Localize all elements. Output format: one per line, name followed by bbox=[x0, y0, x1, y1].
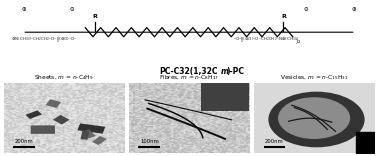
Text: Vesicles, $m$ = $n$-C$_{15}$H$_{31}$: Vesicles, $m$ = $n$-C$_{15}$H$_{31}$ bbox=[280, 73, 349, 82]
Polygon shape bbox=[31, 125, 55, 134]
Text: R: R bbox=[281, 14, 286, 19]
Polygon shape bbox=[82, 129, 96, 139]
Polygon shape bbox=[92, 136, 107, 145]
Polygon shape bbox=[46, 99, 61, 108]
Text: $\ominus$: $\ominus$ bbox=[303, 5, 309, 13]
Text: $\oplus$: $\oplus$ bbox=[351, 5, 357, 13]
Text: $)_2$: $)_2$ bbox=[294, 37, 301, 46]
Text: m: m bbox=[220, 67, 228, 76]
Circle shape bbox=[268, 92, 365, 147]
Polygon shape bbox=[53, 115, 70, 124]
Polygon shape bbox=[77, 123, 105, 134]
Polygon shape bbox=[25, 110, 42, 119]
Text: R: R bbox=[92, 14, 97, 19]
Polygon shape bbox=[201, 83, 249, 111]
Text: Sheets, $m$ = $n$-C$_4$H$_9$: Sheets, $m$ = $n$-C$_4$H$_9$ bbox=[34, 73, 94, 82]
Text: )-PC: )-PC bbox=[226, 67, 244, 76]
Text: 100nm: 100nm bbox=[140, 139, 159, 144]
Polygon shape bbox=[81, 130, 90, 140]
Circle shape bbox=[278, 97, 350, 139]
Text: $\ominus$: $\ominus$ bbox=[69, 5, 75, 13]
Text: $\ominus$N(CH$_3$)$_3$–CH$_2$CH$_2$–O–$\underset{O}{P}$($\ominus$O)–O–: $\ominus$N(CH$_3$)$_3$–CH$_2$CH$_2$–O–$\… bbox=[11, 35, 78, 45]
Text: PC-C32(1,32C: PC-C32(1,32C bbox=[160, 67, 218, 76]
Text: –O–$\underset{O}{P}$($\ominus$O)–O–CH$_2$CH$_2$–N$\oplus$(CH$_3$)$_3$: –O–$\underset{O}{P}$($\ominus$O)–O–CH$_2… bbox=[234, 35, 300, 45]
Text: $\oplus$: $\oplus$ bbox=[21, 5, 27, 13]
Text: 200nm: 200nm bbox=[15, 139, 34, 144]
Text: Fibres, $m$ = $n$-C$_8$H$_{17}$: Fibres, $m$ = $n$-C$_8$H$_{17}$ bbox=[159, 73, 219, 82]
Text: 200nm: 200nm bbox=[265, 139, 284, 144]
